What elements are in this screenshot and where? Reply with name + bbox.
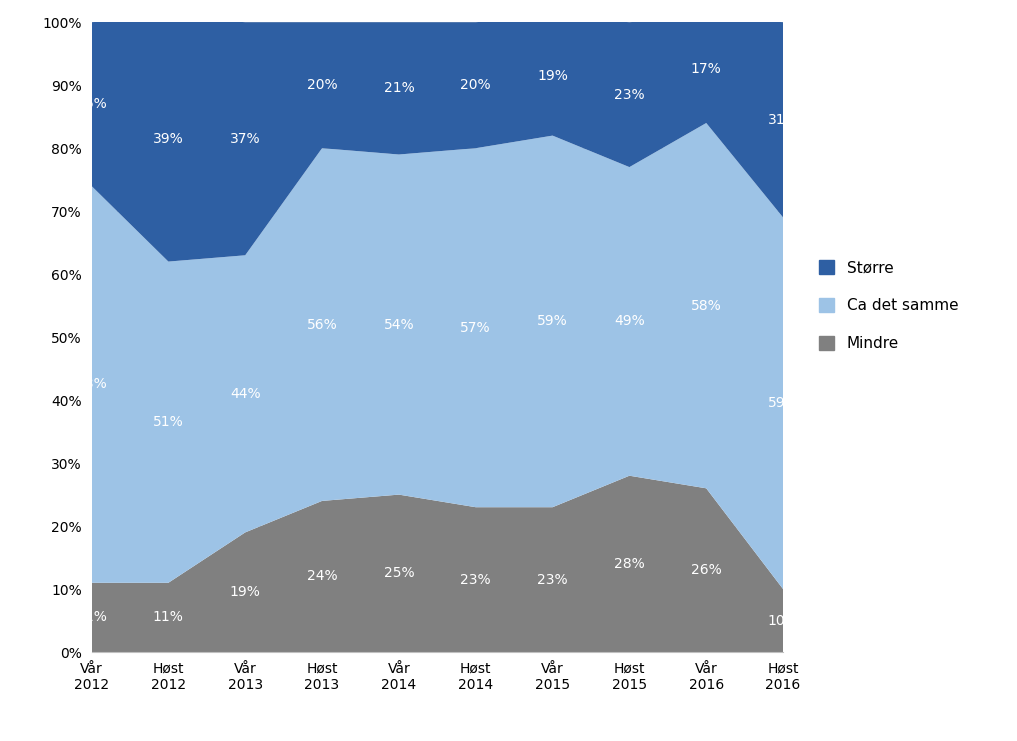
Text: 20%: 20% [461,79,491,92]
Text: 37%: 37% [230,132,260,146]
Text: 54%: 54% [383,318,414,331]
Text: 26%: 26% [691,563,722,577]
Text: 23%: 23% [614,87,645,102]
Text: 51%: 51% [153,415,184,429]
Text: 26%: 26% [76,97,107,111]
Text: 58%: 58% [691,299,722,313]
Text: 23%: 23% [461,573,491,587]
Text: 19%: 19% [230,585,260,599]
Text: 21%: 21% [383,82,414,96]
Text: 57%: 57% [461,321,491,335]
Text: 49%: 49% [614,314,645,328]
Legend: Større, Ca det samme, Mindre: Større, Ca det samme, Mindre [812,253,966,359]
Text: 39%: 39% [153,132,184,146]
Text: 25%: 25% [383,566,414,580]
Text: 28%: 28% [614,557,645,571]
Text: 10%: 10% [768,614,798,628]
Text: 31%: 31% [768,113,798,127]
Text: 44%: 44% [230,387,260,401]
Text: 20%: 20% [307,79,338,92]
Text: 19%: 19% [537,69,569,83]
Text: 56%: 56% [307,318,338,331]
Text: 11%: 11% [76,611,107,625]
Text: 17%: 17% [691,62,722,76]
Text: 63%: 63% [76,377,107,391]
Text: 23%: 23% [537,573,567,587]
Text: 24%: 24% [307,570,338,583]
Text: 59%: 59% [768,396,798,411]
Text: 59%: 59% [537,314,567,328]
Text: 11%: 11% [153,611,184,625]
